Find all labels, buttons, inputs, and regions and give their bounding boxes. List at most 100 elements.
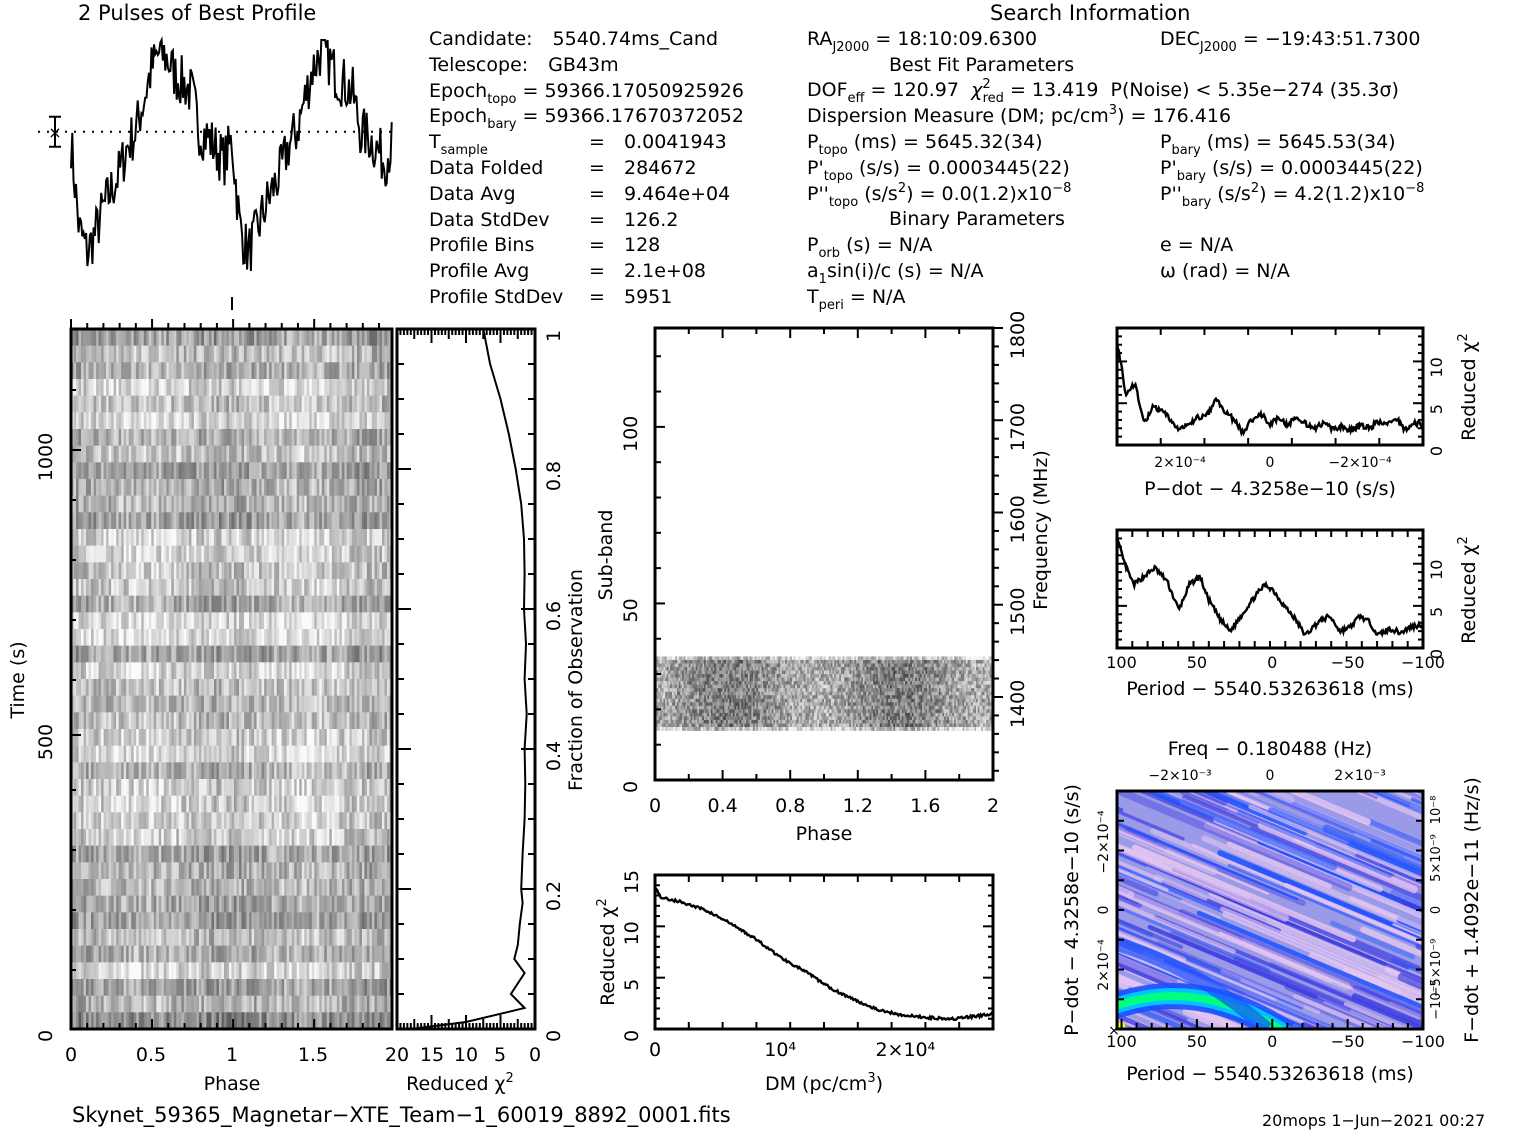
heat-cell [173,895,177,913]
heat-cell [346,612,350,630]
heat-cell [354,729,358,747]
heat-cell [379,879,383,897]
heat-cell [111,412,115,430]
heat-cell [251,829,255,847]
heat-cell [193,712,197,730]
heat-cell [153,562,157,580]
heat-cell [173,362,177,380]
heat-cell [294,779,298,797]
heat-cell [379,829,383,847]
heat-cell [241,479,245,497]
heat-cell [241,829,245,847]
heat-cell [334,695,338,713]
heat-cell [183,745,187,763]
heat-cell [231,595,235,613]
heat-cell [96,945,99,963]
heat-cell [208,412,212,430]
info-value: 9.464e+04 [624,182,731,205]
heat-cell [321,629,325,647]
heat-cell [168,395,172,413]
heat-cell [276,579,280,597]
heat-cell [223,429,227,447]
heat-cell [261,629,265,647]
heat-cell [239,895,242,913]
heat-cell [381,895,385,913]
heat-cell [266,679,270,697]
heat-cell [376,945,380,963]
heat-cell [83,529,87,547]
heat-cell [316,662,320,680]
heat-cell [193,945,197,963]
heat-cell [96,645,99,663]
heat-cell [138,395,142,413]
heat-cell [138,595,142,613]
heat-cell [336,362,340,380]
heat-cell [158,845,162,863]
heat-cell [198,362,202,380]
heat-cell [336,512,340,530]
heat-cell [301,362,305,380]
heat-cell [341,812,345,830]
heat-cell [286,745,290,763]
heat-cell [379,895,383,913]
heat-cell [329,695,333,713]
heat-cell [291,545,295,563]
heat-cell [208,745,212,763]
heat-cell [218,879,222,897]
heat-cell [354,895,358,913]
heat-cell [244,445,247,463]
heat-cell [186,879,190,897]
heat-cell [294,629,298,647]
heat-cell [374,395,378,413]
heat-cell [136,445,140,463]
heat-cell [148,729,152,747]
heat-cell [133,829,137,847]
heat-cell [374,545,378,563]
heat-cell [246,662,250,680]
heat-cell [158,645,162,663]
heat-cell [108,812,112,830]
heat-cell [178,329,182,347]
heat-cell [91,612,94,630]
heat-cell [234,512,237,530]
heat-cell [218,645,222,663]
heat-cell [376,629,380,647]
heat-cell [193,895,197,913]
heat-cell [334,495,338,513]
heat-cell [249,562,252,580]
heat-cell [261,945,265,963]
heat-cell [239,329,242,347]
heat-cell [329,845,333,863]
heat-cell [218,529,222,547]
heat-cell [271,495,275,513]
heat-cell [251,362,255,380]
heat-cell [354,479,358,497]
heat-cell [339,579,343,597]
heat-cell [228,895,232,913]
heat-cell [228,662,232,680]
dof-value: = 120.97 [870,79,959,101]
heat-cell [234,595,237,613]
heat-cell [183,795,187,813]
heat-cell [264,712,268,730]
heat-cell [269,662,273,680]
heat-cell [153,912,157,930]
heat-cell [301,512,305,530]
heat-cell [239,512,242,530]
heat-cell [329,429,333,447]
heat-cell [111,929,115,947]
heat-cell [351,779,355,797]
heat-cell [103,962,107,980]
heat-cell [364,895,368,913]
heat-cell [81,495,84,513]
heat-cell [211,362,215,380]
heat-cell [374,479,378,497]
heat-cell [166,562,170,580]
heat-cell [281,829,285,847]
heat-cell [141,645,145,663]
heat-cell [304,395,308,413]
heat-cell [83,912,87,930]
heat-cell [354,379,358,397]
heat-cell [151,629,155,647]
heat-cell [356,512,360,530]
